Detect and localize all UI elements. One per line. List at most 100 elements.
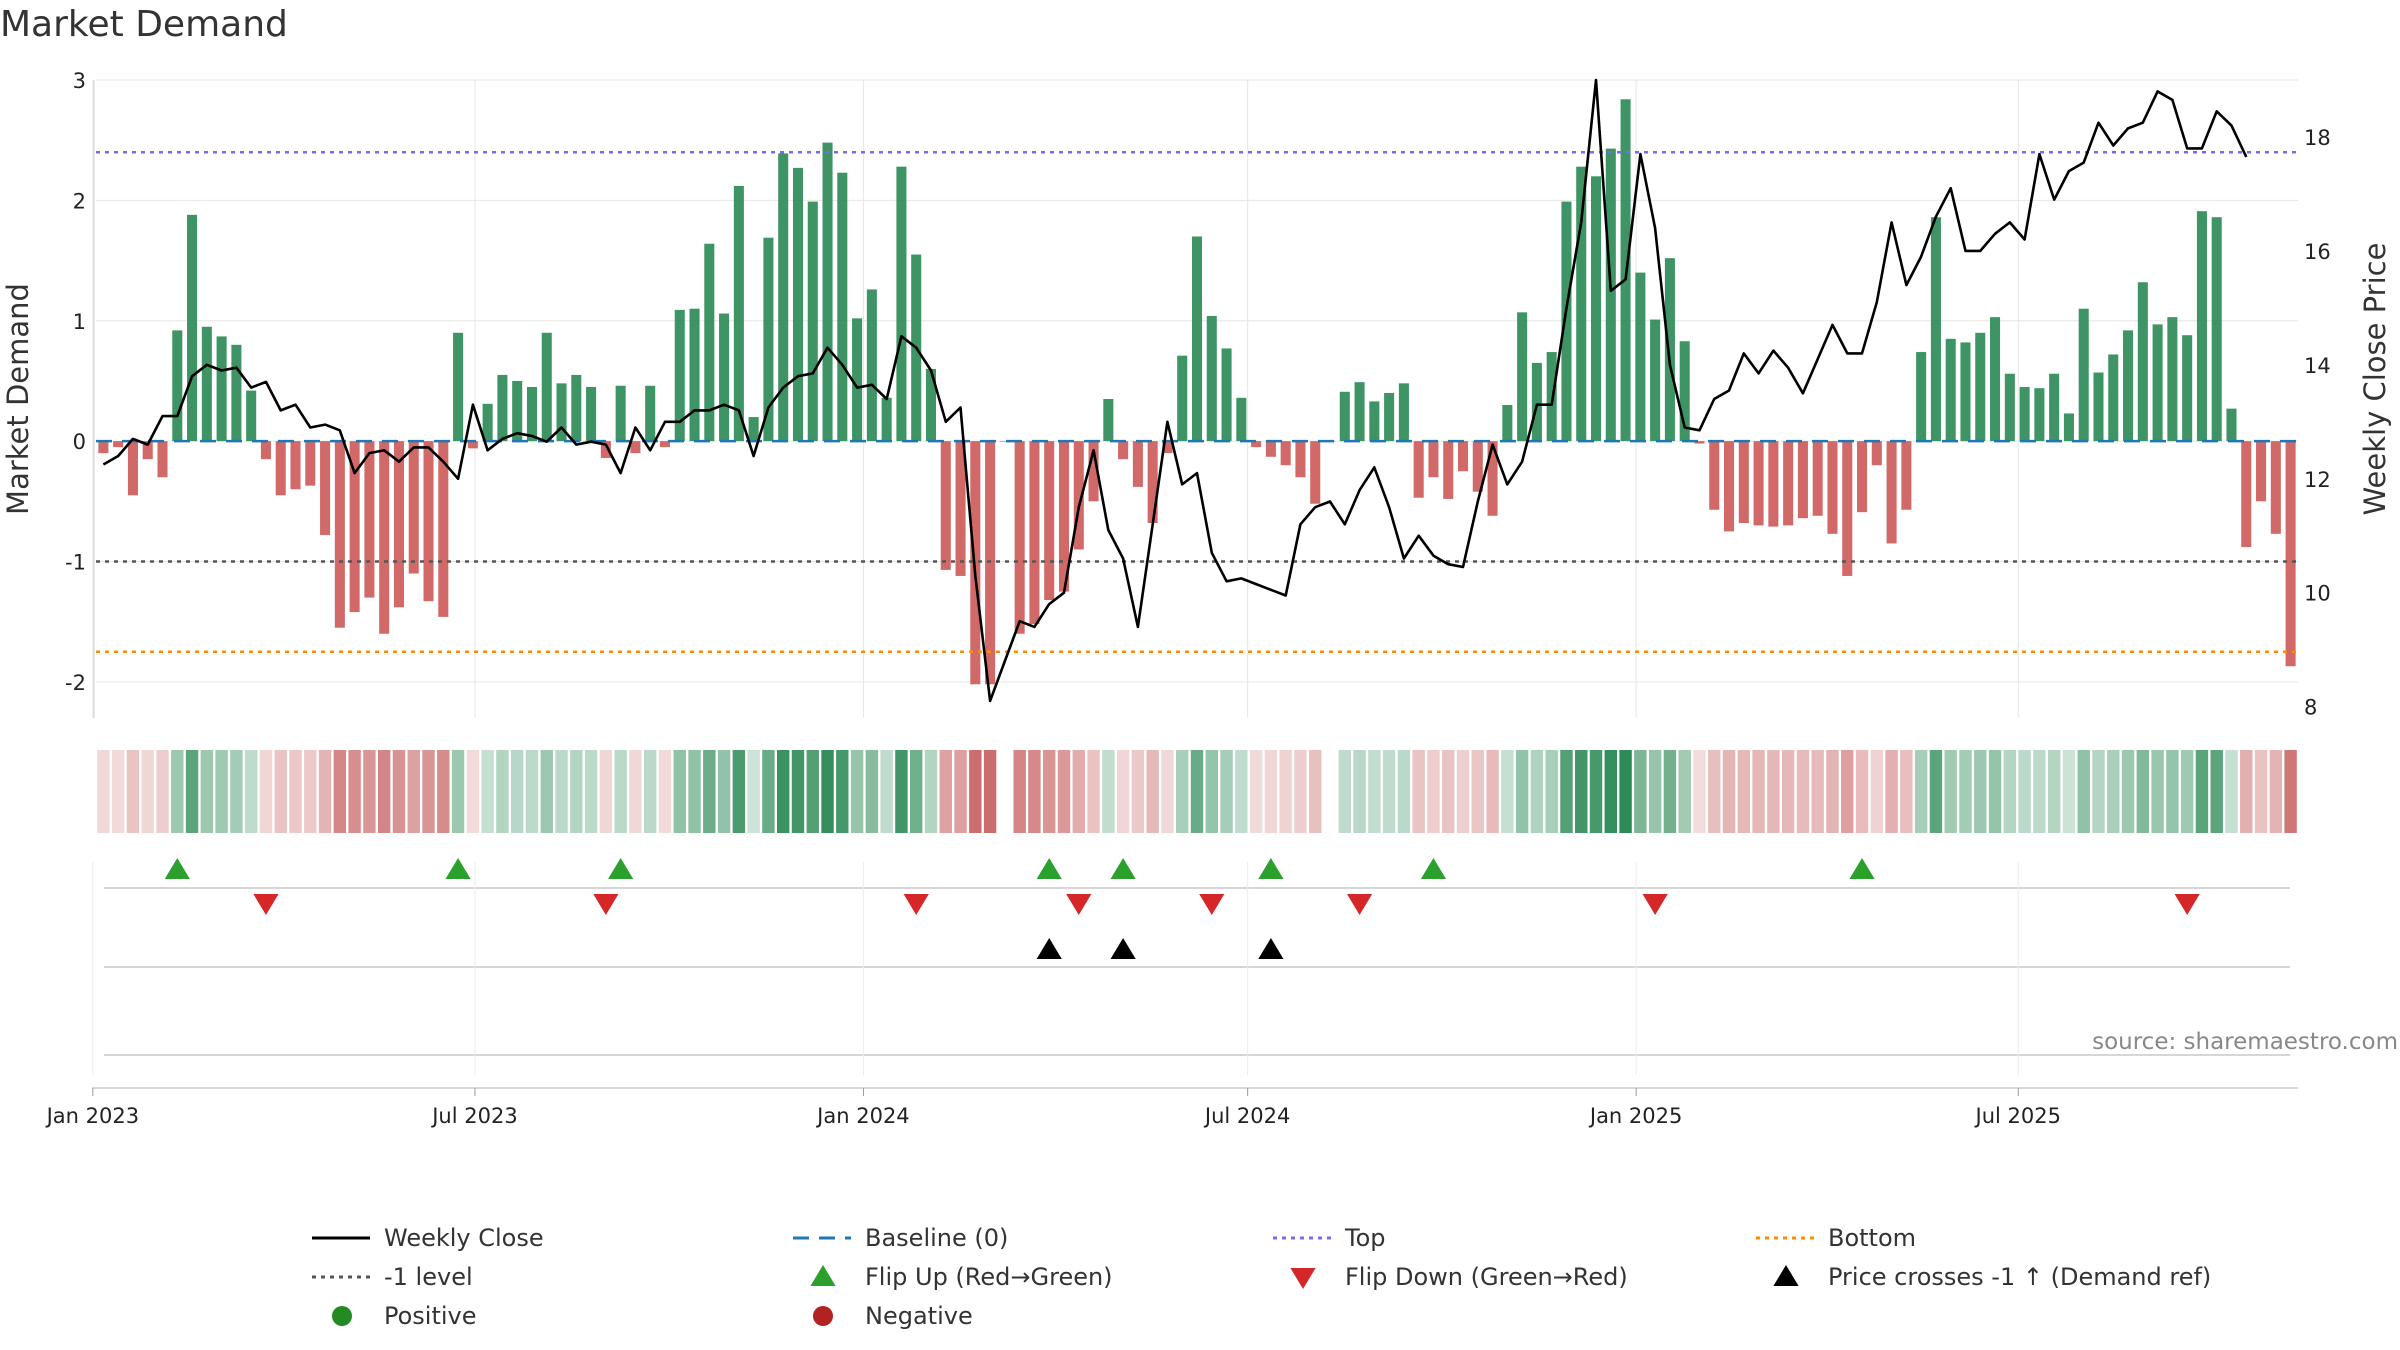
heat-cell xyxy=(126,750,140,833)
reference-lines xyxy=(96,150,2298,654)
positive-demand-bar xyxy=(2137,282,2148,442)
negative-demand-bar xyxy=(1428,441,1439,478)
heat-cell xyxy=(836,750,849,833)
positive-demand-bar xyxy=(586,386,597,442)
heat-cell xyxy=(1796,750,1810,833)
heat-cell xyxy=(1072,750,1085,833)
heat-cell xyxy=(2077,750,2090,833)
heat-cell xyxy=(983,750,997,833)
legend-label: Bottom xyxy=(1828,1224,1916,1252)
negative-demand-bar xyxy=(467,441,478,449)
negative-demand-bar xyxy=(113,441,124,448)
heat-cell xyxy=(895,750,908,833)
heat-cell xyxy=(2284,750,2297,833)
heat-cell xyxy=(1988,750,2002,833)
legend-swatch-circle xyxy=(332,1306,352,1326)
positive-demand-bar xyxy=(1960,342,1971,442)
negative-demand-bar xyxy=(1265,441,1276,457)
heat-cell xyxy=(732,750,746,833)
positive-demand-bar xyxy=(1576,166,1587,442)
legend-item: Weekly Close xyxy=(312,1224,544,1252)
flip-down-marker xyxy=(2174,894,2200,915)
heat-cell xyxy=(1486,750,1499,833)
heat-cell xyxy=(1456,750,1470,833)
heat-cell xyxy=(821,750,834,833)
x-tick-label: Jul 2024 xyxy=(1203,1104,1290,1128)
legend-swatch-triangle-up xyxy=(1773,1265,1799,1286)
flip-up-marker xyxy=(1849,858,1875,879)
positive-demand-bar xyxy=(453,332,464,442)
positive-demand-bar xyxy=(1517,312,1528,442)
negative-demand-bar xyxy=(1857,441,1868,513)
flip-up-marker xyxy=(164,858,190,879)
negative-demand-bar xyxy=(260,441,271,460)
positive-demand-bar xyxy=(1177,355,1188,442)
heat-cell xyxy=(259,750,273,833)
heat-cell xyxy=(1442,750,1455,833)
heat-cell xyxy=(1309,750,1322,833)
negative-demand-bar xyxy=(1487,441,1498,516)
positive-demand-bar xyxy=(1354,382,1365,442)
heat-cell xyxy=(1116,750,1130,833)
y-axis-label: Market Demand xyxy=(1,283,35,515)
positive-demand-bar xyxy=(2034,388,2045,442)
heat-cell xyxy=(1648,750,1662,833)
legend-label: -1 level xyxy=(384,1263,473,1291)
legend-label: Flip Up (Red→Green) xyxy=(865,1263,1113,1291)
heat-cell xyxy=(1279,750,1292,833)
heat-cell xyxy=(377,750,391,833)
positive-demand-bar xyxy=(1635,272,1646,442)
positive-demand-bar xyxy=(2004,373,2015,442)
heat-cell xyxy=(1870,750,1884,833)
y2-tick-label: 14 xyxy=(2304,354,2331,378)
positive-demand-bar xyxy=(2211,217,2222,442)
heat-cell xyxy=(304,750,317,833)
y-tick-label: 2 xyxy=(73,189,86,213)
heat-cell xyxy=(658,750,672,833)
negative-demand-bar xyxy=(940,441,951,570)
positive-demand-bar xyxy=(526,386,537,442)
heat-cell xyxy=(1176,750,1189,833)
positive-demand-bar xyxy=(1384,392,1395,442)
legend-item: Top xyxy=(1273,1224,1386,1252)
positive-demand-bar xyxy=(852,318,863,442)
positive-demand-bar xyxy=(556,383,567,442)
heat-cell xyxy=(1619,750,1632,833)
negative-demand-bar xyxy=(1251,441,1262,448)
positive-demand-bar xyxy=(925,368,937,442)
weekly-close-line xyxy=(102,78,2248,703)
heat-cell xyxy=(1338,750,1351,833)
heat-cell xyxy=(156,750,169,833)
heat-cell xyxy=(747,750,760,833)
heat-cell xyxy=(1190,750,1204,833)
negative-demand-bar xyxy=(1886,441,1897,544)
heat-cell xyxy=(451,750,465,833)
legend-item: Flip Up (Red→Green) xyxy=(810,1263,1113,1291)
negative-demand-bar xyxy=(1058,441,1070,592)
signal-markers xyxy=(92,858,2290,1075)
positive-demand-bar xyxy=(999,441,1010,442)
positive-demand-bar xyxy=(1236,397,1247,442)
x-tick-label: Jul 2025 xyxy=(1974,1104,2061,1128)
heat-cell xyxy=(2062,750,2076,833)
positive-demand-bar xyxy=(541,332,552,442)
heat-cell xyxy=(1781,750,1795,833)
negative-demand-bar xyxy=(320,441,331,536)
positive-demand-bar xyxy=(2152,324,2163,442)
positive-demand-bar xyxy=(866,289,877,442)
negative-demand-bar xyxy=(379,441,390,634)
positive-demand-bar xyxy=(1206,315,1217,442)
negative-demand-bar xyxy=(349,441,360,613)
heat-cell xyxy=(2018,750,2031,833)
heat-cell xyxy=(97,750,110,833)
positive-demand-bar xyxy=(778,153,789,442)
positive-demand-bar xyxy=(2226,408,2237,442)
positive-demand-bar xyxy=(1398,383,1409,442)
y2-axis-label: Weekly Close Price xyxy=(2358,243,2392,516)
negative-demand-bar xyxy=(1827,441,1838,534)
flip-up-marker xyxy=(1258,858,1284,879)
negative-demand-bar xyxy=(2285,441,2296,667)
heat-cell xyxy=(185,750,199,833)
heat-cell xyxy=(1249,750,1263,833)
